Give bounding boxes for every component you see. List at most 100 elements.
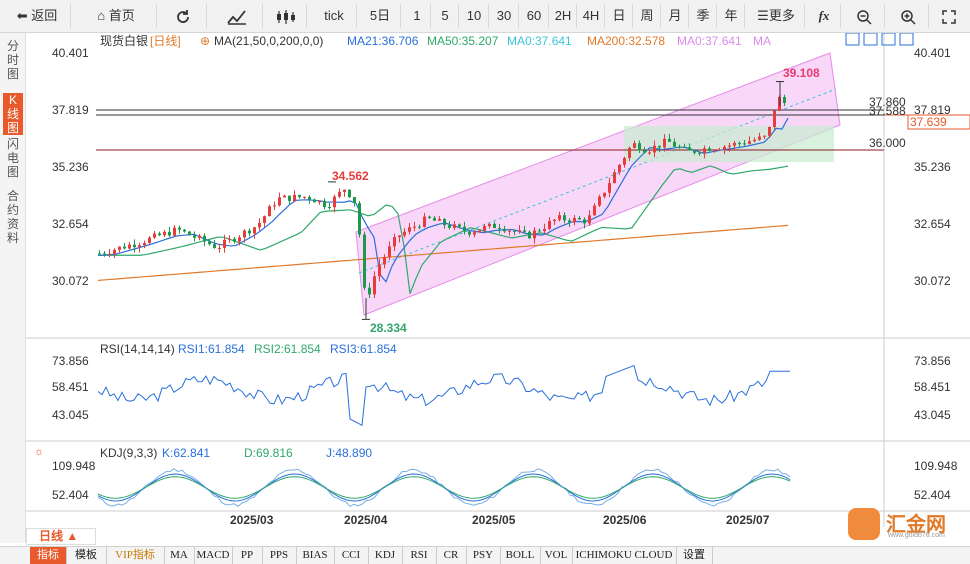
candle-body (633, 143, 636, 148)
tick-button[interactable]: tick (312, 4, 357, 28)
tab-pp[interactable]: PP (232, 547, 263, 564)
period-year[interactable]: 年 (718, 4, 745, 28)
tab-rsi[interactable]: RSI (402, 547, 437, 564)
candle-body (248, 230, 251, 234)
zoom-in-icon (901, 9, 916, 25)
tool-icon-2[interactable] (863, 33, 878, 46)
period-selector[interactable]: 日线 ▲ (26, 528, 96, 545)
candle-body (493, 223, 496, 229)
period-month[interactable]: 月 (662, 4, 689, 28)
period-day[interactable]: 日 (606, 4, 633, 28)
period-week[interactable]: 周 (634, 4, 661, 28)
period-10[interactable]: 10 (460, 4, 489, 28)
candle-body (503, 228, 506, 232)
back-arrow-icon: ⬅ (16, 8, 28, 23)
five-day-button[interactable]: 5日 (360, 4, 401, 28)
tab-ichimoku[interactable]: ICHIMOKU CLOUD (572, 547, 677, 564)
period-60[interactable]: 60 (520, 4, 549, 28)
tab-template[interactable]: 模板 (66, 547, 107, 564)
tab-boll[interactable]: BOLL (500, 547, 541, 564)
candle-body (423, 216, 426, 227)
y-label-main-4: 30.072 (52, 274, 89, 288)
chart-type-button[interactable] (212, 4, 263, 28)
more-button[interactable]: ☰更多 (748, 4, 805, 28)
period-5[interactable]: 5 (432, 4, 459, 28)
nav-contract-info[interactable]: 合约资料 (6, 189, 19, 245)
period-2h[interactable]: 2H (550, 4, 577, 28)
tab-cr[interactable]: CR (436, 547, 467, 564)
level-label-3: 36.000 (869, 136, 906, 150)
formula-button[interactable]: fx (808, 4, 841, 28)
candle-body (343, 189, 346, 192)
candle-body (713, 149, 716, 151)
x-label-2: 2025/05 (472, 513, 516, 527)
tab-pps[interactable]: PPS (262, 547, 297, 564)
tab-indicator[interactable]: 指标 (30, 547, 67, 564)
candle-body (398, 235, 401, 238)
candle-body (158, 233, 161, 236)
tool-icon-3[interactable] (881, 33, 896, 46)
tool-icon-1[interactable] (845, 33, 860, 46)
candle-body (233, 238, 236, 242)
tab-cci[interactable]: CCI (334, 547, 369, 564)
candle-body (348, 189, 351, 198)
nav-fenshi-chart[interactable]: 分时图 (6, 39, 19, 81)
tab-bias[interactable]: BIAS (296, 547, 335, 564)
candle-body (698, 152, 701, 154)
candle-body (613, 172, 616, 184)
kdj-header: KDJ(9,3,3) (100, 446, 157, 460)
settings-icon[interactable]: ⊕ (200, 34, 210, 48)
candle-body (598, 196, 601, 206)
candle-body (188, 231, 191, 236)
rsi-y-right-1: 58.451 (914, 380, 951, 394)
candle-body (643, 150, 646, 153)
candle-body (128, 244, 131, 249)
tab-vip[interactable]: VIP指标 (106, 547, 165, 564)
home-button[interactable]: ⌂ 首页 (76, 4, 157, 28)
sun-icon[interactable]: ☼ (34, 446, 44, 458)
candle-body (253, 227, 256, 234)
period-quarter[interactable]: 季 (690, 4, 717, 28)
candle-body (353, 197, 356, 204)
kdj-k-value: K:62.841 (162, 446, 210, 460)
kdj-j-line (97, 468, 791, 507)
gold678-logo: 汇金网 www.gold678.com (848, 504, 970, 544)
candle-body (718, 149, 721, 151)
indicator-tabs: 指标 模板 VIP指标 MA MACD PP PPS BIAS CCI KDJ … (0, 546, 970, 564)
candle-body (418, 226, 421, 228)
tab-kdj[interactable]: KDJ (368, 547, 403, 564)
nav-flash-chart[interactable]: 闪电图 (6, 137, 19, 179)
tab-psy[interactable]: PSY (466, 547, 501, 564)
logo-url: www.gold678.com (888, 532, 945, 539)
kline-chart[interactable]: 现货白银 [日线] ⊕ MA(21,50,0,200,0,0) MA21:36.… (26, 33, 970, 527)
tab-settings[interactable]: 设置 (676, 547, 713, 564)
period-tag: [日线] (150, 34, 181, 48)
candle-body (198, 235, 201, 238)
channel-midline (358, 88, 837, 274)
tool-icon-4[interactable] (899, 33, 914, 46)
rsi-y-0: 73.856 (52, 354, 89, 368)
candle-button[interactable] (266, 4, 307, 28)
candle-body (403, 231, 406, 236)
refresh-button[interactable] (160, 4, 207, 28)
rsi-header: RSI(14,14,14) (100, 342, 175, 356)
tab-vol[interactable]: VOL (540, 547, 573, 564)
back-button[interactable]: ⬅ 返回 (4, 4, 71, 28)
candle-body (603, 192, 606, 197)
tab-macd[interactable]: MACD (194, 547, 233, 564)
y-label-main-0: 40.401 (52, 46, 89, 60)
candle-body (223, 239, 226, 248)
period-4h[interactable]: 4H (578, 4, 605, 28)
candle-body (103, 253, 106, 255)
zoom-out-button[interactable] (844, 4, 885, 28)
candle-body (338, 191, 341, 197)
tab-ma[interactable]: MA (164, 547, 195, 564)
zoom-in-button[interactable] (888, 4, 929, 28)
candle-body (783, 97, 786, 103)
fullscreen-button[interactable] (932, 4, 966, 28)
period-30[interactable]: 30 (490, 4, 519, 28)
period-1[interactable]: 1 (404, 4, 431, 28)
regression-channel[interactable] (355, 52, 841, 316)
